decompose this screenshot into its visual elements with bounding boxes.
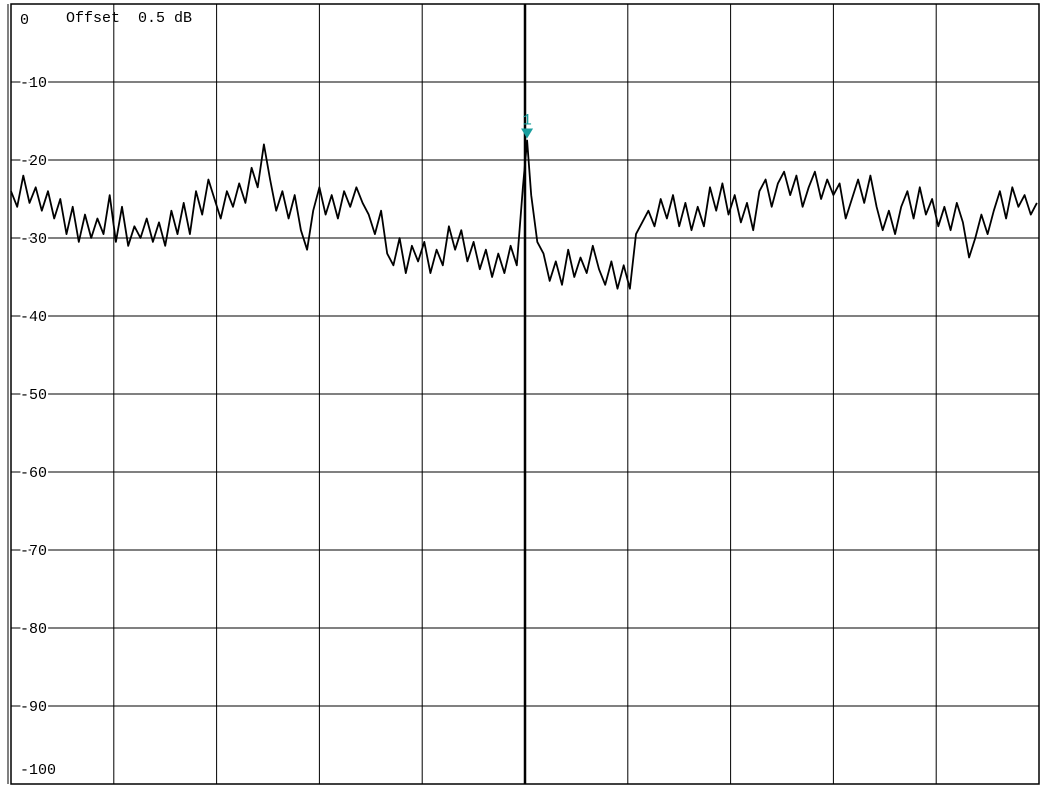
y-tick-label: -60 [20, 465, 47, 482]
y-tick-label: -40 [20, 309, 47, 326]
offset-label: Offset 0.5 dB [66, 10, 192, 27]
y-tick-label: -10 [20, 75, 47, 92]
y-tick-label: -100 [20, 762, 56, 779]
trace-line [10, 139, 1038, 290]
y-tick-label: -90 [20, 699, 47, 716]
trace-layer [10, 139, 1038, 290]
y-tick-label: -30 [20, 231, 47, 248]
y-tick-label: -50 [20, 387, 47, 404]
y-tick-label: -70 [20, 543, 47, 560]
y-tick-label: 0 [20, 12, 29, 29]
marker-triangle [521, 128, 534, 139]
y-axis-labels: 0 -10 -20 -30 -40 -50 -60 -70 -80 -90 -100 [18, 10, 58, 781]
y-tick-label: -80 [20, 621, 47, 638]
y-tick-label: -20 [20, 153, 47, 170]
marker-layer: 1 [521, 112, 534, 139]
marker-label: 1 [522, 112, 532, 130]
